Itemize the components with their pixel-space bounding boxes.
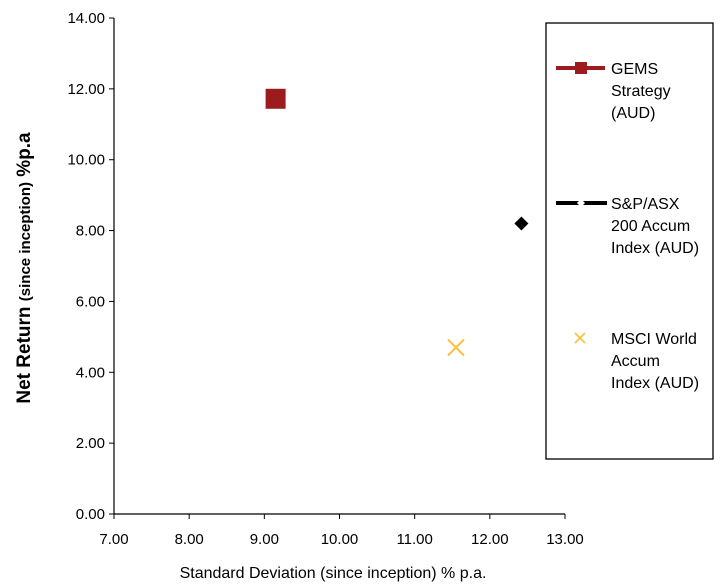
legend-marker-asx	[577, 199, 585, 207]
legend-label-gems-line-1: GEMS	[611, 61, 658, 78]
legend-box	[545, 22, 714, 460]
y-tick-label: 14.00	[67, 10, 105, 27]
y-tick-label: 12.00	[67, 81, 105, 98]
legend: GEMS Strategy (AUD) S&P/ASX 200 Accum In…	[545, 22, 714, 460]
y-tick-label: 8.00	[76, 223, 105, 240]
legend-label-gems-line-2: Strategy	[611, 83, 671, 100]
x-tick-label: 12.00	[471, 531, 509, 548]
legend-label-msci-line-1: MSCI World	[611, 331, 697, 348]
legend-label-msci-line-3: Index (AUD)	[611, 375, 699, 392]
legend-marker-gems	[575, 62, 587, 74]
point-sp-asx-200	[514, 216, 529, 231]
legend-label-asx-line-2: 200 Accum	[611, 218, 690, 235]
y-axis-title-paren: (since inception)	[17, 182, 34, 301]
tick-labels: 7.00 8.00 9.00 10.00 11.00 12.00 13.00 0.00 2.00…	[67, 10, 583, 548]
legend-label-asx-line-3: Index (AUD)	[611, 240, 699, 257]
y-axis-title: Net Return (since inception) %p.a	[14, 132, 35, 404]
legend-label-msci: MSCI World Accum Index (AUD)	[611, 331, 701, 392]
legend-label-gems-line-3: (AUD)	[611, 105, 655, 122]
legend-marker-msci	[574, 332, 586, 344]
legend-label-asx: S&P/ASX 200 Accum Index (AUD)	[611, 196, 699, 257]
x-tick-label: 13.00	[546, 531, 584, 548]
y-axis-title-main: Net Return	[14, 301, 35, 403]
axes	[109, 17, 566, 519]
x-tick-label: 8.00	[175, 531, 204, 548]
x-tick-label: 11.00	[396, 531, 432, 548]
x-tick-label: 9.00	[250, 531, 279, 548]
y-tick-label: 0.00	[76, 506, 105, 523]
legend-label-gems: GEMS Strategy (AUD)	[611, 61, 675, 122]
x-tick-label: 10.00	[321, 531, 359, 548]
point-msci-world	[447, 338, 465, 357]
y-tick-label: 2.00	[76, 435, 105, 452]
legend-label-asx-line-1: S&P/ASX	[611, 196, 680, 213]
y-axis-title-tail: %p.a	[14, 132, 35, 182]
x-axis-title: Standard Deviation (since inception) % p…	[180, 565, 487, 582]
legend-entry-msci: MSCI World Accum Index (AUD)	[574, 331, 701, 392]
data-points	[265, 88, 529, 357]
x-tick-label: 7.00	[99, 531, 128, 548]
y-tick-label: 4.00	[76, 364, 105, 381]
legend-entry-gems: GEMS Strategy (AUD)	[556, 61, 675, 122]
legend-entry-asx: S&P/ASX 200 Accum Index (AUD)	[556, 196, 699, 257]
point-gems-strategy	[265, 88, 286, 109]
legend-label-msci-line-2: Accum	[611, 353, 660, 370]
y-tick-label: 6.00	[76, 293, 105, 310]
y-tick-label: 10.00	[67, 152, 105, 169]
